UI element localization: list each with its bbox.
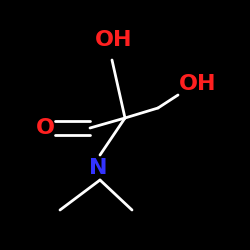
Text: N: N — [89, 158, 107, 178]
Text: OH: OH — [179, 74, 217, 94]
Text: O: O — [36, 118, 54, 138]
Text: OH: OH — [95, 30, 133, 50]
